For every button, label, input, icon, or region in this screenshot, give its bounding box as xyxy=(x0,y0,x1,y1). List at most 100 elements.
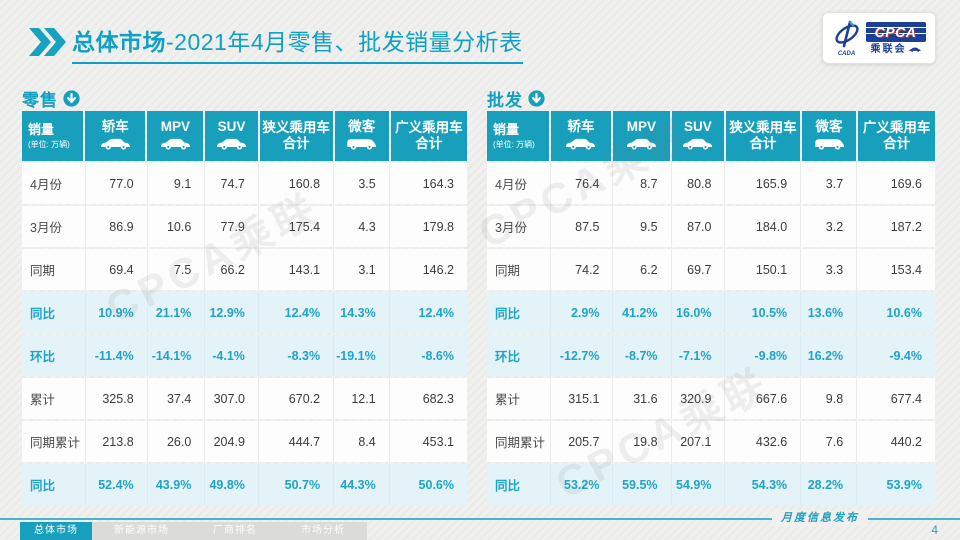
cell-value: 670.2 xyxy=(257,378,334,419)
cell-value: 444.7 xyxy=(257,421,334,462)
cell-value: 87.5 xyxy=(550,206,613,247)
column-header: 轿车 xyxy=(85,111,146,161)
cell-value: 179.8 xyxy=(388,206,467,247)
table-row: 环比 -11.4% -14.1% -4.1% -8.3% -19.1% -8.6% xyxy=(22,335,467,376)
cell-value: 453.1 xyxy=(388,421,467,462)
cell-value: 3.2 xyxy=(800,206,857,247)
cell-value: 74.2 xyxy=(550,249,613,290)
row-label: 同比 xyxy=(487,464,551,505)
table-row: 3月份 86.9 10.6 77.9 175.4 4.3 179.8 xyxy=(22,206,467,247)
cell-value: 16.0% xyxy=(670,292,725,333)
page-number: 4 xyxy=(931,523,938,537)
cell-value: 9.1 xyxy=(146,163,205,204)
cell-value: 66.2 xyxy=(204,249,258,290)
table-row: 同比 52.4% 43.9% 49.8% 50.7% 44.3% 50.6% xyxy=(22,464,467,505)
cell-value: 69.4 xyxy=(84,249,147,290)
column-header-label: 合计 xyxy=(415,136,443,151)
cell-value: 3.5 xyxy=(333,163,389,204)
double-chevron-icon xyxy=(29,28,66,56)
table-row: 4月份 77.0 9.1 74.7 160.8 3.5 164.3 xyxy=(22,163,467,204)
footer-tab[interactable]: 市场分析 xyxy=(301,525,345,536)
cell-value: 205.7 xyxy=(550,421,613,462)
cpca-swoosh-icon: CADA xyxy=(833,20,861,57)
cell-value: 677.4 xyxy=(856,378,935,419)
column-header-label: SUV xyxy=(217,118,246,134)
cell-value: 54.3% xyxy=(724,464,801,505)
column-header-label: SUV xyxy=(683,118,712,134)
wholesale-panel: 批发 销量 (单位: 万辆) 轿车 MPV SUV 狭义乘用车 合计 微客 广义乘用车合… xyxy=(487,86,935,507)
cell-value: 74.7 xyxy=(204,163,258,204)
row-label: 同期累计 xyxy=(487,421,551,462)
cell-value: 184.0 xyxy=(724,206,801,247)
cpca-logo: CADA CPCA 乘联会 xyxy=(822,12,936,64)
table-row: 同比 53.2% 59.5% 54.9% 54.3% 28.2% 53.9% xyxy=(487,464,935,505)
cell-value: 160.8 xyxy=(257,163,334,204)
retail-panel: 零售 销量 (单位: 万辆) 轿车 MPV SUV 狭义乘用车 合计 微客 广义乘用车合… xyxy=(22,86,467,507)
mpv-icon xyxy=(160,137,191,154)
cell-value: 76.4 xyxy=(550,163,613,204)
cell-value: 10.9% xyxy=(84,292,147,333)
column-header: SUV xyxy=(671,111,725,161)
cell-value: -11.4% xyxy=(84,335,147,376)
mpv-icon xyxy=(626,137,657,154)
footer-divider-line xyxy=(0,518,960,520)
cell-value: 440.2 xyxy=(856,421,935,462)
cell-value: 187.2 xyxy=(856,206,935,247)
cell-value: 213.8 xyxy=(84,421,147,462)
column-header-label: 轿车 xyxy=(567,118,595,134)
cell-value: 2.9% xyxy=(550,292,613,333)
cell-value: 9.8 xyxy=(800,378,857,419)
cell-value: 682.3 xyxy=(388,378,467,419)
row-label: 同比 xyxy=(487,292,551,333)
cell-value: 7.6 xyxy=(800,421,857,462)
cell-value: 667.6 xyxy=(724,378,801,419)
publish-label: 月度信息发布 xyxy=(772,510,868,526)
row-label: 环比 xyxy=(22,335,85,376)
footer-tab[interactable]: 总体市场 xyxy=(20,522,92,540)
retail-section-label: 零售 xyxy=(22,90,58,110)
row-label: 3月份 xyxy=(487,206,551,247)
cell-value: 19.8 xyxy=(612,421,671,462)
cell-value: 8.4 xyxy=(333,421,389,462)
cell-value: -8.6% xyxy=(388,335,467,376)
cell-value: 10.6% xyxy=(856,292,935,333)
cell-value: 50.7% xyxy=(257,464,334,505)
cell-value: 307.0 xyxy=(204,378,258,419)
cell-value: 28.2% xyxy=(800,464,857,505)
cell-value: 59.5% xyxy=(612,464,671,505)
unit-note: (单位: 万辆) xyxy=(493,139,535,149)
column-header-label: 狭义乘用车 xyxy=(262,120,330,136)
cell-value: 9.5 xyxy=(612,206,671,247)
row-label: 环比 xyxy=(487,335,551,376)
cell-value: 315.1 xyxy=(550,378,613,419)
column-header-label: 广义乘用车 xyxy=(395,120,463,136)
cell-value: -9.8% xyxy=(724,335,801,376)
table-row: 同期 69.4 7.5 66.2 143.1 3.1 146.2 xyxy=(22,249,467,290)
wholesale-section-head: 批发 xyxy=(487,86,935,110)
cell-value: 37.4 xyxy=(146,378,205,419)
cell-value: 10.6 xyxy=(146,206,205,247)
column-header-label: MPV xyxy=(160,118,190,134)
sedan-icon xyxy=(100,137,131,154)
column-header: 广义乘用车 合计 xyxy=(390,111,467,161)
cpca-wordmark-box: CPCA xyxy=(865,21,926,42)
wholesale-table-body: 4月份 76.4 8.7 80.8 165.9 3.7 169.6 3月份 87.5 9.5 87.… xyxy=(487,163,935,505)
column-header: MPV xyxy=(147,111,204,161)
column-header: 微客 xyxy=(334,111,389,161)
cell-value: 169.6 xyxy=(856,163,935,204)
table-row: 累计 325.8 37.4 307.0 670.2 12.1 682.3 xyxy=(22,378,467,419)
column-header-label: 合计 xyxy=(749,136,777,151)
cell-value: 6.2 xyxy=(612,249,671,290)
cell-value: 13.6% xyxy=(800,292,857,333)
cell-value: 31.6 xyxy=(612,378,671,419)
cell-value: -19.1% xyxy=(333,335,389,376)
column-header-label: 轿车 xyxy=(101,118,129,134)
footer-tab[interactable]: 新能源市场 xyxy=(114,525,169,536)
cell-value: 14.3% xyxy=(333,292,389,333)
row-label: 4月份 xyxy=(487,163,551,204)
table-row: 同期累计 205.7 19.8 207.1 432.6 7.6 440.2 xyxy=(487,421,935,462)
footer-tab[interactable]: 厂商排名 xyxy=(213,525,257,536)
row-label: 同期 xyxy=(22,249,85,290)
cell-value: -12.7% xyxy=(550,335,613,376)
